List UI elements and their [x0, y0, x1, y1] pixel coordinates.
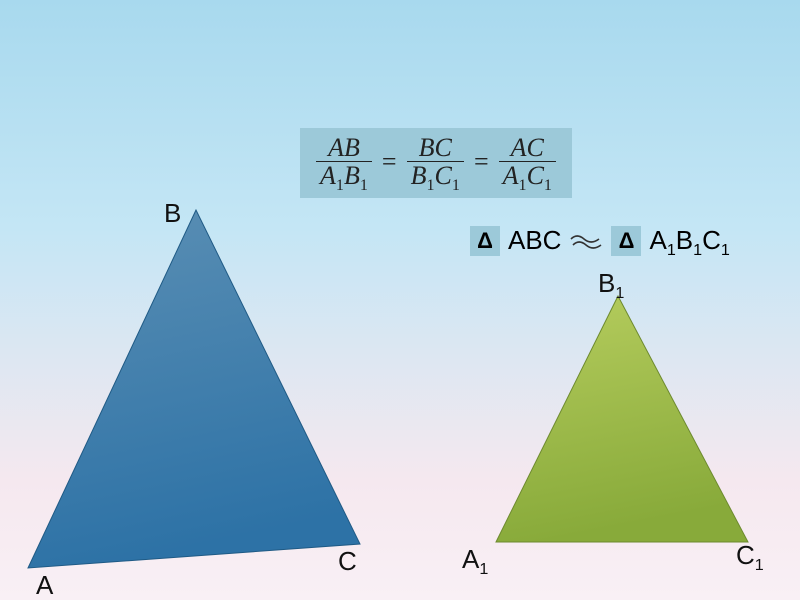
vertex-label-b1: B1: [598, 268, 624, 299]
equals-sign: =: [472, 147, 491, 177]
frac-den: B1C1: [407, 161, 464, 189]
equals-sign: =: [380, 147, 399, 177]
delta-symbol-box: Δ: [611, 226, 641, 256]
frac-den: A1B1: [316, 161, 372, 189]
proportion-formula: AB A1B1 = BC B1C1 = AC A1C1: [300, 128, 572, 198]
vertex-label-b: B: [164, 198, 181, 229]
frac-num: AC: [507, 134, 548, 161]
vertex-label-c1: C1: [736, 540, 764, 571]
triangle-abc-label: ABC: [508, 225, 561, 256]
fraction-bc: BC B1C1: [407, 134, 464, 190]
similarity-statement: Δ ABC Δ A1B1C1: [470, 225, 730, 256]
vertex-label-a1: A1: [462, 544, 488, 575]
frac-den: A1C1: [499, 161, 556, 189]
fraction-ab: AB A1B1: [316, 134, 372, 190]
similar-to-symbol: [569, 232, 603, 250]
frac-num: BC: [415, 134, 456, 161]
fraction-ac: AC A1C1: [499, 134, 556, 190]
background-gradient: [0, 0, 800, 600]
vertex-label-a: A: [36, 570, 53, 601]
frac-num: AB: [324, 134, 364, 161]
vertex-label-c: C: [338, 546, 357, 577]
delta-symbol-box: Δ: [470, 226, 500, 256]
triangle-a1b1c1-label: A1B1C1: [649, 225, 729, 256]
